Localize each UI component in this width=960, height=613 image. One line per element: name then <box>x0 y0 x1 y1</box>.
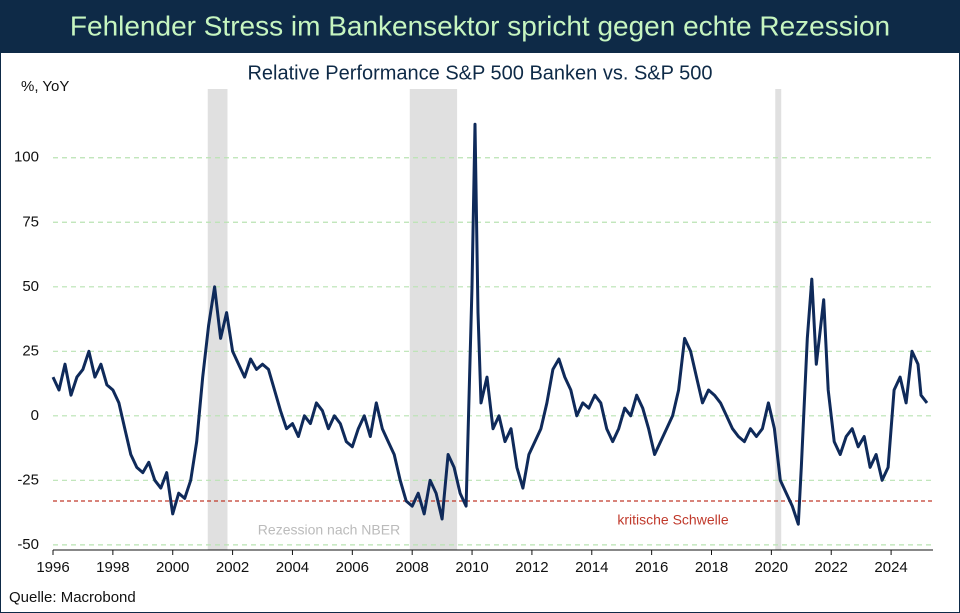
threshold-label: kritische Schwelle <box>617 512 728 528</box>
x-tick-label: 2018 <box>695 559 728 576</box>
x-tick-label: 2010 <box>455 559 488 576</box>
x-tick-label: 2024 <box>874 559 907 576</box>
x-tick-label: 1998 <box>96 559 129 576</box>
chart-subtitle: Relative Performance S&P 500 Banken vs. … <box>247 62 712 84</box>
x-tick-label: 2000 <box>156 559 189 576</box>
recession-band <box>775 89 782 550</box>
x-tick-label: 1996 <box>36 559 69 576</box>
chart-title: Fehlender Stress im Bankensektor spricht… <box>70 10 890 41</box>
x-tick-label: 2008 <box>395 559 428 576</box>
y-tick-label: 25 <box>22 342 39 359</box>
y-tick-label: 50 <box>22 278 39 295</box>
recession-label: Rezession nach NBER <box>258 522 400 538</box>
x-tick-label: 2014 <box>575 559 608 576</box>
x-tick-label: 2006 <box>336 559 369 576</box>
x-tick-label: 2004 <box>276 559 309 576</box>
x-tick-label: 2020 <box>755 559 788 576</box>
x-tick-label: 2016 <box>635 559 668 576</box>
y-tick-label: -50 <box>17 536 39 553</box>
recession-band <box>409 89 458 550</box>
data-line <box>51 122 929 526</box>
y-axis-label: %, YoY <box>21 78 69 95</box>
y-tick-label: 0 <box>31 407 39 424</box>
plot: 100 75 50 25 0 -25 -50 1996 1998 2000 2002 2004 2006… <box>14 89 933 576</box>
x-tick-label: 2012 <box>515 559 548 576</box>
title-banner <box>1 1 959 53</box>
x-tick-label: 2002 <box>216 559 249 576</box>
x-tick-label: 2022 <box>815 559 848 576</box>
y-tick-label: 75 <box>22 213 39 230</box>
y-tick-label: 100 <box>14 149 39 166</box>
y-tick-label: -25 <box>17 471 39 488</box>
source: Quelle: Macrobond <box>9 589 136 606</box>
